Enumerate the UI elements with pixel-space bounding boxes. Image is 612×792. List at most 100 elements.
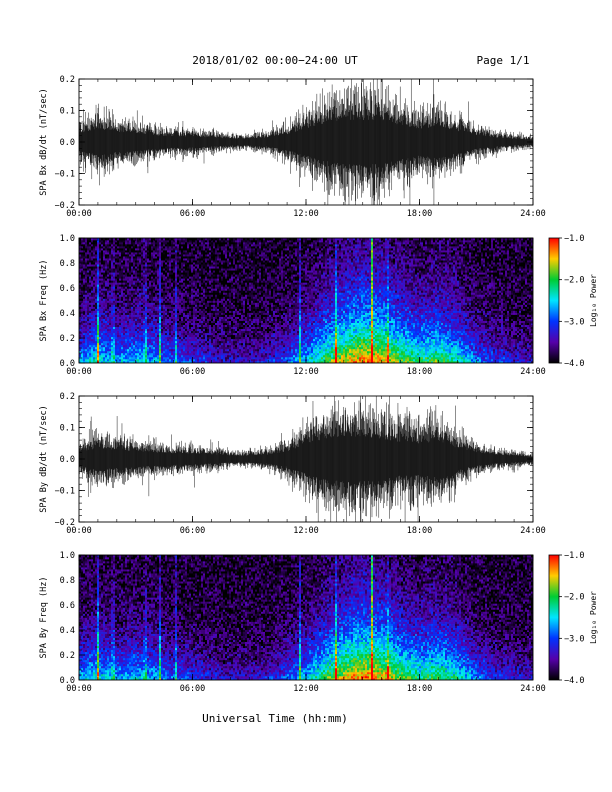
spectrogram-cell bbox=[123, 304, 126, 307]
spectrogram-cell bbox=[161, 356, 164, 360]
spectrogram-cell bbox=[227, 274, 230, 277]
spectrogram-cell bbox=[197, 312, 200, 315]
spectrogram-cell bbox=[115, 340, 118, 344]
spectrogram-cell bbox=[177, 294, 180, 297]
spectrogram-cell bbox=[81, 258, 84, 261]
spectrogram-cell bbox=[127, 344, 130, 348]
spectrogram-cell bbox=[159, 308, 162, 311]
spectrogram-cell bbox=[147, 328, 150, 332]
spectrogram-cell bbox=[175, 344, 178, 348]
spectrogram-cell bbox=[101, 316, 104, 319]
spectrogram-cell bbox=[127, 316, 130, 319]
spectrogram-cell bbox=[205, 282, 208, 285]
spectrogram-cell bbox=[91, 254, 94, 257]
spectrogram-cell bbox=[149, 300, 152, 303]
spectrogram-cell bbox=[181, 264, 184, 267]
spectrogram-cell bbox=[179, 312, 182, 315]
x-axis-title: Universal Time (hh:mm) bbox=[202, 712, 348, 725]
spectrogram-cell bbox=[227, 296, 230, 299]
spectrogram-cell bbox=[99, 330, 102, 334]
spectrogram-cell bbox=[209, 344, 212, 348]
spectrogram-cell bbox=[209, 270, 212, 273]
spectrogram-cell bbox=[159, 238, 162, 241]
spectrogram-cell bbox=[133, 360, 136, 363]
spectrogram-cell bbox=[79, 294, 82, 297]
spectrogram-cell bbox=[159, 286, 162, 289]
spectrogram-cell bbox=[141, 324, 144, 328]
spectrogram-cell bbox=[221, 332, 224, 336]
spectrogram-cell bbox=[165, 308, 168, 311]
spectrogram-cell bbox=[101, 304, 104, 307]
spectrogram-cell bbox=[81, 314, 84, 317]
spectrogram-cell bbox=[207, 350, 210, 354]
spectrogram-cell bbox=[97, 338, 100, 342]
spectrogram-cell bbox=[149, 264, 152, 267]
spectrogram-cell bbox=[181, 284, 184, 287]
spectrogram-cell bbox=[143, 282, 146, 285]
spectrogram-cell bbox=[209, 280, 212, 283]
spectrogram-cell bbox=[149, 268, 152, 271]
spectrogram-cell bbox=[81, 324, 84, 328]
spectrogram-cell bbox=[181, 242, 184, 245]
spectrogram-cell bbox=[125, 338, 128, 342]
spectrogram-cell bbox=[227, 306, 230, 309]
spectrogram-cell bbox=[149, 358, 152, 362]
spectrogram-cell bbox=[149, 258, 152, 261]
spectrogram-cell bbox=[137, 328, 140, 332]
spectrogram-cell bbox=[165, 302, 168, 305]
spectrogram-cell bbox=[83, 248, 86, 251]
spectrogram-cell bbox=[115, 270, 118, 273]
spectrogram-cell bbox=[155, 298, 158, 301]
spectrogram-cell bbox=[215, 254, 218, 257]
spectrogram-cell bbox=[145, 292, 148, 295]
spectrogram-cell bbox=[145, 270, 148, 273]
spectrogram-cell bbox=[181, 328, 184, 332]
spectrogram-cell bbox=[181, 304, 184, 307]
spectrogram-cell bbox=[157, 350, 160, 354]
spectrogram-cell bbox=[231, 304, 234, 307]
spectrogram-cell bbox=[191, 340, 194, 344]
spectrogram-cell bbox=[99, 350, 102, 354]
spectrogram-cell bbox=[103, 290, 106, 293]
spectrogram-cell bbox=[127, 268, 130, 271]
spectrogram-cell bbox=[93, 354, 96, 358]
spectrogram-cell bbox=[127, 288, 130, 291]
spectrogram-cell bbox=[235, 356, 238, 360]
spectrogram-cell bbox=[147, 248, 150, 251]
spectrogram-cell bbox=[159, 258, 162, 261]
spectrogram-cell bbox=[185, 334, 188, 338]
spectrogram-cell bbox=[215, 300, 218, 303]
spectrogram-cell bbox=[213, 276, 216, 279]
spectrogram-cell bbox=[215, 292, 218, 295]
spectrogram-cell bbox=[95, 252, 98, 255]
spectrogram-cell bbox=[83, 314, 86, 317]
spectrogram-cell bbox=[153, 334, 156, 338]
spectrogram-cell bbox=[195, 354, 198, 358]
spectrogram-cell bbox=[89, 240, 92, 243]
spectrogram-cell bbox=[129, 328, 132, 332]
spectrogram-cell bbox=[127, 330, 130, 334]
spectrogram-cell bbox=[153, 350, 156, 354]
spectrogram-cell bbox=[83, 330, 86, 334]
spectrogram-cell bbox=[223, 302, 226, 305]
spectrogram-cell bbox=[87, 358, 90, 362]
spectrogram-cell bbox=[93, 256, 96, 259]
spectrogram-cell bbox=[181, 340, 184, 344]
spectrogram-cell bbox=[183, 312, 186, 315]
spectrogram-cell bbox=[225, 300, 228, 303]
spectrogram-cell bbox=[93, 344, 96, 348]
spectrogram-cell bbox=[187, 334, 190, 338]
spectrogram-cell bbox=[105, 344, 108, 348]
spectrogram-cell bbox=[229, 316, 232, 319]
spectrogram-cell bbox=[123, 338, 126, 342]
spectrogram-cell bbox=[87, 330, 90, 334]
spectrogram-cell bbox=[181, 310, 184, 313]
spectrogram-cell bbox=[113, 260, 116, 263]
spectrogram-cell bbox=[125, 346, 128, 350]
spectrogram-cell bbox=[189, 340, 192, 344]
spectrogram-cell bbox=[189, 256, 192, 259]
spectrogram-cell bbox=[203, 288, 206, 291]
spectrogram-cell bbox=[151, 256, 154, 259]
spectrogram-cell bbox=[113, 286, 116, 289]
spectrogram-cell bbox=[173, 324, 176, 328]
